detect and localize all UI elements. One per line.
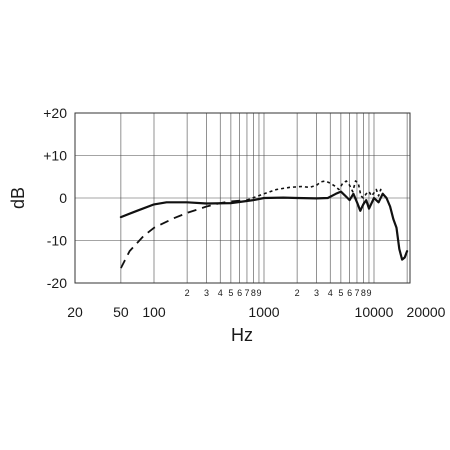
- series-line-dashed: [120, 199, 248, 269]
- x-minor-tick-label: 7: [244, 288, 249, 298]
- x-minor-tick-label: 9: [256, 288, 261, 298]
- x-tick-label: 20: [67, 304, 83, 320]
- x-minor-tick-label: 5: [228, 288, 233, 298]
- x-minor-tick-label: 5: [338, 288, 343, 298]
- x-minor-tick-label: 7: [354, 288, 359, 298]
- x-minor-tick-label: 6: [237, 288, 242, 298]
- y-tick-label: -10: [47, 233, 67, 249]
- plot-frame: [74, 112, 411, 284]
- x-tick-label: 1000: [248, 304, 279, 320]
- series-group: [119, 180, 409, 269]
- x-axis-title: Hz: [231, 325, 253, 345]
- x-minor-tick-label: 8: [361, 288, 366, 298]
- x-tick-label: 10000: [355, 304, 394, 320]
- x-tick-label: 50: [113, 304, 129, 320]
- x-minor-tick-label: 8: [251, 288, 256, 298]
- y-tick-label: -20: [47, 275, 67, 291]
- y-tick-label: +10: [43, 148, 67, 164]
- y-tick-label: 0: [59, 190, 67, 206]
- x-tick-label: 20000: [407, 304, 446, 320]
- x-minor-tick-label: 4: [218, 288, 223, 298]
- x-minor-tick-label: 4: [328, 288, 333, 298]
- x-minor-tick-label: 2: [185, 288, 190, 298]
- x-minor-tick-label: 3: [314, 288, 319, 298]
- x-minor-tick-label: 2: [295, 288, 300, 298]
- x-minor-tick-label: 9: [366, 288, 371, 298]
- x-minor-tick-label: 3: [204, 288, 209, 298]
- y-tick-label: +20: [43, 105, 67, 121]
- x-minor-tick-label: 6: [347, 288, 352, 298]
- series-line-dotted: [246, 180, 386, 201]
- y-axis-title: dB: [8, 187, 28, 209]
- x-tick-label: 100: [142, 304, 166, 320]
